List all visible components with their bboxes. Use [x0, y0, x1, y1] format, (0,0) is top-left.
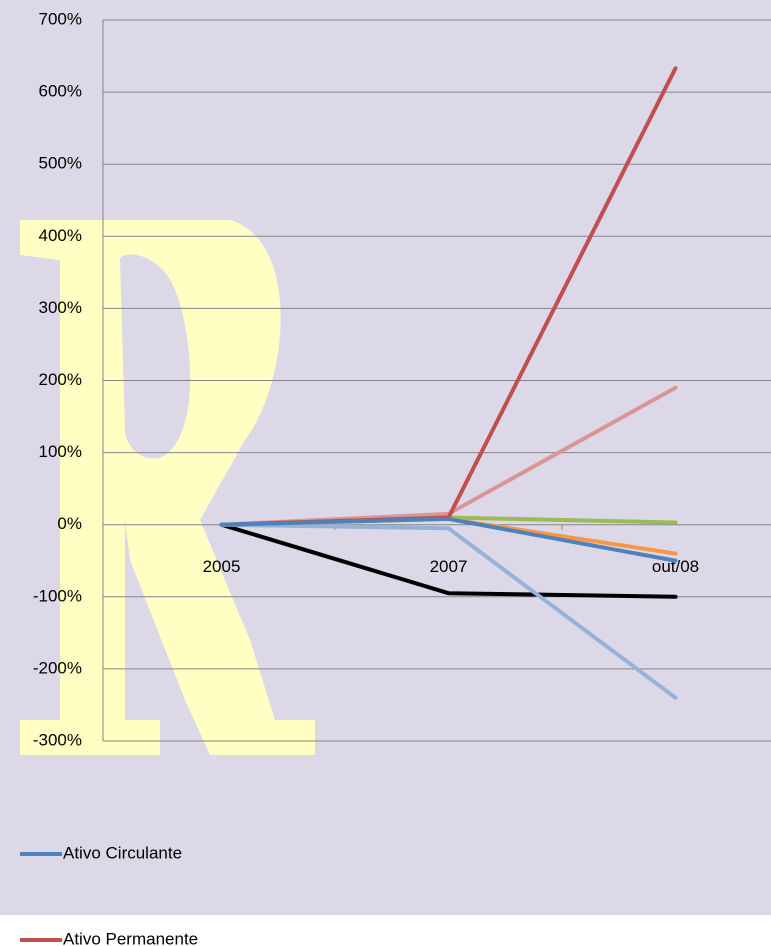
- legend-label: Ativo Permanente: [63, 929, 198, 946]
- legend-label: Ativo Circulante: [63, 843, 182, 862]
- y-tick-label: 600%: [39, 82, 82, 101]
- y-tick-label: 200%: [39, 370, 82, 389]
- y-tick-label: 300%: [39, 298, 82, 317]
- y-tick-label: 400%: [39, 226, 82, 245]
- series-line: [219, 516, 678, 563]
- y-tick-label: -300%: [33, 730, 82, 749]
- x-tick-label: 2005: [203, 557, 241, 576]
- y-tick-label: -100%: [33, 586, 82, 605]
- x-tick-label: out/08: [652, 557, 699, 576]
- y-tick-label: -200%: [33, 658, 82, 677]
- y-tick-label: 100%: [39, 442, 82, 461]
- y-tick-label: 500%: [39, 154, 82, 173]
- series-line: [219, 522, 678, 700]
- y-tick-label: 0%: [57, 514, 82, 533]
- watermark-logo: [20, 220, 315, 755]
- series-line: [219, 522, 678, 599]
- x-tick-label: 2007: [430, 557, 468, 576]
- y-tick-label: 700%: [39, 9, 82, 28]
